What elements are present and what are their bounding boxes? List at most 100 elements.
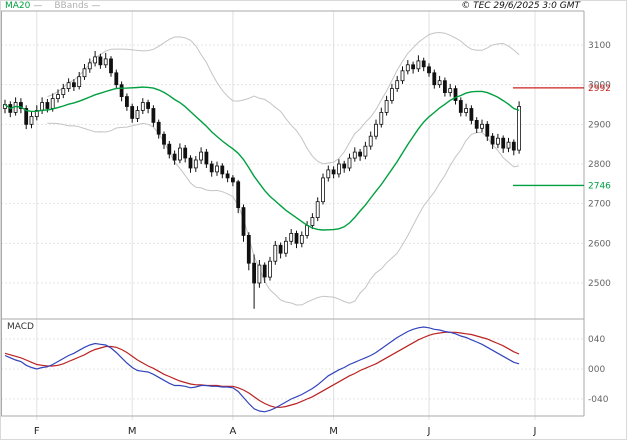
candle-body xyxy=(405,64,410,72)
month-axis-label: J xyxy=(427,426,431,437)
legend-bbands-line-sample: — xyxy=(91,1,101,11)
chart-legend: MA20 — BBands — xyxy=(5,1,100,11)
candle-body xyxy=(146,102,151,109)
candle-body xyxy=(199,151,204,161)
candle-body xyxy=(421,60,426,68)
candle-body xyxy=(257,264,262,284)
candle-body xyxy=(87,62,92,70)
candle-body xyxy=(109,58,113,74)
bollinger-lower-band-line xyxy=(47,122,520,306)
candle-body xyxy=(511,141,516,151)
candle-body xyxy=(230,177,235,183)
candle-body xyxy=(246,234,251,264)
macd-axis-tick-label: -040 xyxy=(588,395,609,405)
candle-body xyxy=(299,234,304,244)
candle-body xyxy=(326,169,331,179)
candle-body xyxy=(215,165,219,173)
candle-body xyxy=(98,56,103,66)
candle-body xyxy=(40,102,44,111)
candle-body xyxy=(225,173,230,179)
candle-body xyxy=(151,108,156,123)
candle-body xyxy=(506,141,511,149)
candle-body xyxy=(135,110,140,119)
candle-body xyxy=(347,157,352,169)
legend-item-bbands: BBands — xyxy=(54,1,100,11)
macd-axis-tick-label: 000 xyxy=(588,365,605,375)
candle-body xyxy=(321,177,325,203)
legend-item-ma20: MA20 — xyxy=(5,1,42,11)
candle-body xyxy=(18,102,23,109)
candle-body xyxy=(400,70,405,82)
candle-body xyxy=(183,147,188,159)
macd-signal-line xyxy=(4,331,520,408)
candle-body xyxy=(442,80,447,93)
candle-body xyxy=(283,240,288,254)
copyright-note: © TEC 29/6/2025 3:0 GMT xyxy=(461,1,580,11)
month-axis-label: F xyxy=(34,426,40,437)
price-axis-tick-label: 3000 xyxy=(588,81,611,91)
frame-layer xyxy=(1,10,585,417)
candle-body xyxy=(432,72,437,86)
candle-body xyxy=(125,96,129,107)
candle-body xyxy=(50,98,55,109)
macd-line xyxy=(4,326,520,413)
candle-body xyxy=(480,123,484,129)
candle-body xyxy=(61,88,66,95)
candle-body xyxy=(448,88,453,93)
candle-body xyxy=(427,66,431,74)
candle-body xyxy=(368,135,373,147)
month-axis-label: M xyxy=(128,426,137,437)
candle-body xyxy=(93,56,97,64)
candle-body xyxy=(464,108,469,113)
candle-body xyxy=(495,137,500,145)
candle-body xyxy=(66,82,71,89)
candle-body xyxy=(45,102,50,109)
candle-body xyxy=(220,165,225,175)
candle-body xyxy=(437,80,442,86)
macd-panel-label: MACD xyxy=(7,322,34,332)
candle-body xyxy=(336,163,341,175)
candle-body xyxy=(162,133,166,145)
candle-body xyxy=(130,106,135,119)
candle-body xyxy=(29,116,34,125)
candle-body xyxy=(72,82,76,88)
ma20-line xyxy=(4,86,520,231)
candle-body xyxy=(114,72,119,86)
candle-body xyxy=(172,153,177,161)
candle-body xyxy=(204,151,209,165)
candle-body xyxy=(411,64,416,70)
candle-body xyxy=(252,262,257,284)
candle-body xyxy=(485,123,490,137)
candle-body xyxy=(469,108,474,121)
candle-body xyxy=(305,225,310,236)
candle-body xyxy=(289,232,294,242)
bollinger-upper-band-line xyxy=(47,31,520,165)
candle-body xyxy=(363,145,368,157)
candle-body xyxy=(193,159,198,169)
macd-axis-tick-label: 040 xyxy=(588,335,605,345)
price-level-label: 2992 xyxy=(588,84,611,94)
candle-body xyxy=(416,60,421,70)
candle-body xyxy=(262,264,267,278)
candle-body xyxy=(294,232,299,244)
candle-body xyxy=(331,169,336,175)
month-axis-label: J xyxy=(533,426,537,437)
candle-body xyxy=(517,106,521,151)
candle-body xyxy=(209,163,214,173)
price-axis-tick-label: 2700 xyxy=(588,200,611,210)
month-axis-label: A xyxy=(229,426,236,437)
candle-body xyxy=(241,207,246,236)
candle-body xyxy=(315,201,320,218)
candle-body xyxy=(490,135,495,145)
candle-body xyxy=(389,88,394,101)
candle-body xyxy=(188,157,193,169)
price-axis-tick-label: 2900 xyxy=(588,120,611,130)
candle-body xyxy=(24,108,29,125)
candle-body xyxy=(236,181,241,209)
candle-body xyxy=(119,84,124,97)
candle-body xyxy=(352,151,357,159)
candle-body xyxy=(395,80,400,89)
candle-body xyxy=(384,100,389,113)
candle-body xyxy=(374,123,378,137)
